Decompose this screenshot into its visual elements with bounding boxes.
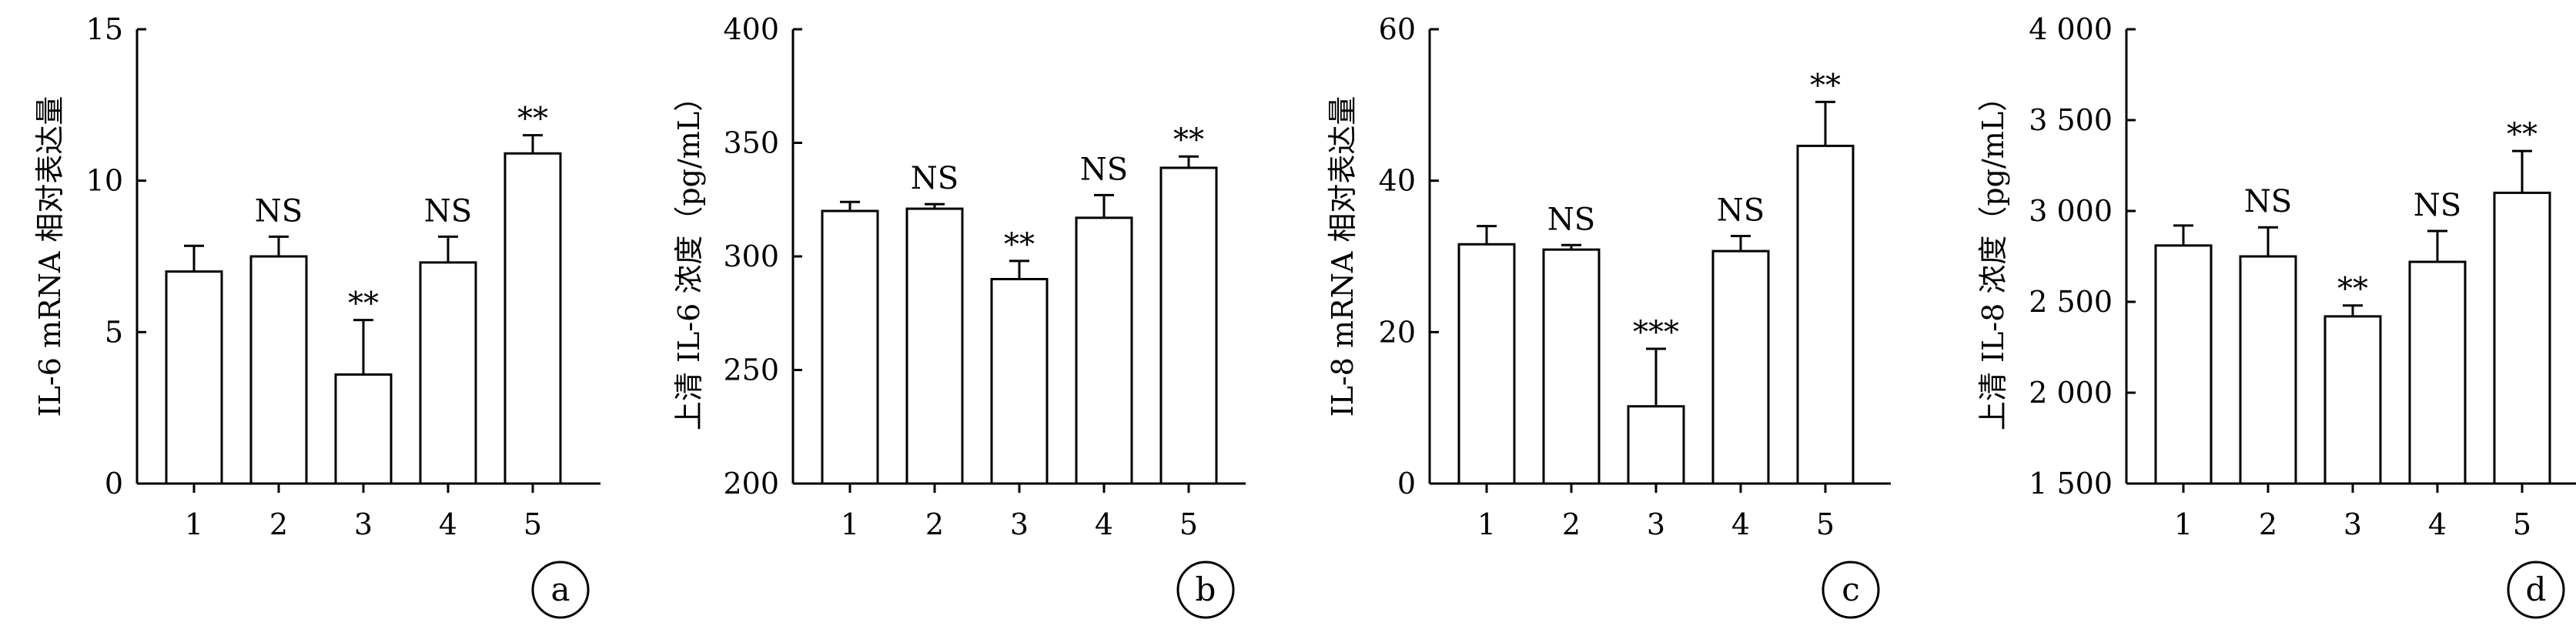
x-tick-label: 3 [354, 507, 373, 541]
bar [503, 152, 562, 485]
x-tick-label: 1 [841, 507, 859, 541]
y-tick-label: 3 000 [2029, 194, 2113, 228]
significance-label: *** [1633, 315, 1679, 350]
x-tick-label: 4 [1731, 507, 1750, 541]
y-tick-label: 200 [723, 467, 779, 500]
bar [990, 278, 1049, 485]
bar [1159, 166, 1218, 485]
x-tick-label: 5 [2513, 507, 2531, 541]
x-tick-label: 1 [2174, 507, 2193, 541]
bar [2239, 255, 2297, 485]
y-tick-label: 0 [105, 467, 123, 500]
y-tick-label: 2 500 [2029, 285, 2113, 319]
significance-label: ** [348, 286, 379, 322]
y-tick-label: 250 [723, 353, 779, 387]
y-tick-label: 3 500 [2029, 103, 2113, 137]
significance-label: ** [1810, 68, 1841, 103]
y-axis-label: IL-6 mRNA 相对表达量 [33, 96, 67, 417]
panel-label: a [550, 571, 570, 608]
y-tick-label: 350 [723, 126, 779, 160]
x-tick-label: 3 [1010, 507, 1029, 541]
y-tick-label: 0 [1397, 467, 1416, 500]
chart-panel-c: 0 20 40 60 IL-8 mRNA 相对表达量 1 2 NS 3 *** 4 NS 5 ** c [1326, 12, 1891, 619]
y-tick-label: 60 [1379, 12, 1416, 46]
y-tick-label: 15 [86, 12, 123, 46]
panel-label-circle [531, 561, 590, 619]
bar [1075, 216, 1133, 485]
bar [2493, 191, 2551, 485]
bar [905, 207, 964, 485]
x-tick-label: 4 [1095, 507, 1113, 541]
significance-label: NS [424, 193, 472, 229]
significance-label: NS [1717, 192, 1765, 228]
panel-label: d [2526, 571, 2547, 608]
x-tick-label: 5 [1816, 507, 1835, 541]
significance-label: NS [2244, 184, 2292, 219]
y-tick-label: 300 [723, 239, 779, 273]
y-tick-label: 1 500 [2029, 467, 2113, 500]
chart-panel-b: 200 250 300 350 400 上清 IL-6 浓度（pg/mL） 1 2 NS 3 ** 4… [672, 12, 1246, 619]
significance-label: ** [1173, 122, 1204, 158]
x-tick-label: 5 [1179, 507, 1198, 541]
significance-label: ** [1004, 227, 1035, 263]
x-tick-label: 1 [1477, 507, 1496, 541]
x-tick-label: 5 [524, 507, 542, 541]
y-tick-label: 20 [1379, 315, 1416, 349]
y-tick-label: 10 [86, 164, 123, 198]
significance-label: ** [517, 102, 548, 137]
bar [1796, 144, 1855, 485]
bar [2323, 315, 2382, 485]
x-tick-label: 4 [439, 507, 457, 541]
significance-label: NS [255, 193, 303, 229]
y-axis-label: 上清 IL-8 浓度（pg/mL） [1976, 82, 2010, 430]
y-axis-label: 上清 IL-6 浓度（pg/mL） [672, 82, 706, 430]
y-axis-label: IL-8 mRNA 相对表达量 [1326, 96, 1360, 417]
panel-label: b [1196, 571, 1216, 608]
bar [249, 255, 308, 485]
y-tick-label: 400 [723, 12, 779, 46]
chart-panel-d: 1 500 2 000 2 500 3 000 3 500 4 000 上清 IL-8 浓度… [1976, 12, 2576, 619]
significance-label: NS [2414, 188, 2461, 223]
y-tick-label: 2 000 [2029, 376, 2113, 410]
x-tick-label: 2 [2259, 507, 2277, 541]
x-tick-label: 2 [269, 507, 288, 541]
y-tick-label: 4 000 [2029, 12, 2113, 46]
bar [2408, 260, 2467, 485]
bar [165, 270, 223, 485]
x-tick-label: 2 [1562, 507, 1581, 541]
x-tick-label: 4 [2428, 507, 2447, 541]
bar [334, 373, 393, 485]
y-tick-label: 40 [1379, 164, 1416, 198]
bar [1542, 248, 1601, 485]
chart-panel-a: 0 5 10 15 IL-6 mRNA 相对表达量 1 2 NS 3 ** 4 NS 5 ** a [33, 12, 601, 619]
significance-label: ** [2337, 272, 2368, 307]
significance-label: ** [2507, 117, 2538, 152]
bar [821, 209, 879, 485]
bar [2154, 244, 2213, 485]
x-tick-label: 2 [925, 507, 944, 541]
bar [1627, 405, 1685, 485]
significance-label: NS [1080, 152, 1128, 187]
x-tick-label: 1 [185, 507, 203, 541]
significance-label: NS [1547, 202, 1595, 237]
y-tick-label: 5 [105, 315, 123, 349]
x-tick-label: 3 [1647, 507, 1665, 541]
panel-label-circle [1176, 561, 1235, 619]
bar [419, 261, 477, 485]
panel-label: c [1842, 571, 1860, 608]
significance-label: NS [911, 161, 958, 196]
x-tick-label: 3 [2343, 507, 2362, 541]
bar [1457, 243, 1516, 485]
panel-label-circle [2507, 561, 2565, 619]
panel-label-circle [1822, 561, 1880, 619]
bar [1711, 249, 1770, 485]
